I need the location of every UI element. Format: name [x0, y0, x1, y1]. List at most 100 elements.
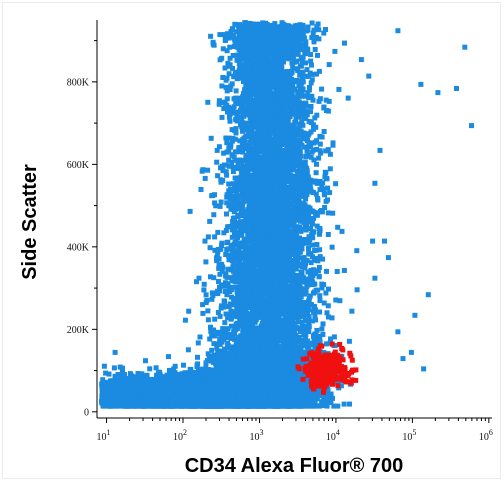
- data-point: [194, 364, 200, 369]
- data-point: [118, 393, 124, 399]
- data-point: [192, 403, 198, 409]
- data-point: [139, 402, 145, 408]
- data-point: [115, 372, 121, 377]
- data-point: [295, 383, 300, 389]
- data-point: [200, 392, 206, 398]
- data-point: [157, 402, 163, 408]
- data-point: [305, 388, 311, 394]
- data-point: [132, 377, 138, 383]
- data-point: [198, 374, 204, 380]
- data-point: [175, 382, 180, 388]
- data-point: [289, 390, 295, 396]
- data-point: [166, 381, 172, 387]
- data-point: [154, 393, 160, 399]
- data-point: [165, 394, 171, 400]
- data-point: [123, 402, 128, 408]
- data-point: [331, 403, 337, 409]
- data-point: [217, 397, 223, 403]
- data-point: [148, 391, 154, 397]
- data-point: [186, 386, 192, 392]
- data-point: [175, 387, 181, 393]
- data-point: [326, 395, 332, 400]
- data-point: [131, 403, 137, 409]
- data-point: [160, 394, 166, 400]
- data-point: [150, 403, 156, 409]
- data-point: [182, 317, 188, 323]
- data-point: [135, 371, 141, 376]
- data-point: [176, 378, 182, 384]
- data-point: [166, 391, 172, 397]
- data-point: [117, 390, 123, 396]
- data-point: [162, 374, 168, 380]
- data-point: [105, 388, 111, 394]
- data-point: [257, 403, 262, 409]
- data-point: [219, 403, 225, 409]
- data-point: [324, 403, 330, 409]
- data-point: [209, 347, 215, 353]
- data-point: [198, 403, 204, 409]
- data-point: [157, 374, 163, 380]
- data-point: [319, 401, 325, 407]
- data-point: [205, 386, 211, 391]
- data-point: [122, 378, 128, 384]
- data-point: [328, 391, 334, 397]
- data-point: [325, 387, 331, 393]
- data-point: [202, 386, 208, 392]
- data-point: [160, 397, 166, 403]
- data-point: [264, 383, 270, 389]
- data-point: [144, 399, 150, 405]
- data-point: [120, 369, 125, 375]
- data-point: [145, 383, 151, 388]
- data-point: [212, 396, 217, 402]
- data-point: [172, 382, 178, 388]
- data-point: [192, 380, 198, 386]
- data-point: [136, 382, 142, 388]
- data-point: [162, 379, 168, 385]
- figure-border: [2, 2, 501, 479]
- data-point: [215, 371, 221, 377]
- data-point: [149, 376, 155, 382]
- data-point: [169, 403, 175, 409]
- data-point: [245, 354, 251, 360]
- data-point: [300, 403, 306, 409]
- data-point: [229, 394, 235, 400]
- data-point: [109, 380, 115, 386]
- data-point: [115, 396, 121, 402]
- data-point: [128, 386, 134, 392]
- data-point: [303, 400, 308, 406]
- data-point: [305, 378, 311, 383]
- data-point: [295, 403, 300, 409]
- data-point: [187, 383, 193, 389]
- data-point: [150, 394, 155, 400]
- data-point: [119, 372, 125, 378]
- data-point: [187, 403, 193, 409]
- data-point: [300, 387, 306, 393]
- data-point: [117, 377, 123, 383]
- data-point: [104, 379, 110, 385]
- data-point: [247, 403, 253, 409]
- data-point: [326, 399, 332, 405]
- data-point: [223, 374, 229, 380]
- data-point: [209, 393, 214, 399]
- data-point: [225, 403, 231, 409]
- data-point: [152, 378, 158, 384]
- data-point: [127, 403, 133, 409]
- data-point: [147, 366, 153, 372]
- data-point: [207, 399, 213, 405]
- data-point: [242, 391, 248, 397]
- data-point: [105, 400, 111, 406]
- data-point: [125, 387, 131, 393]
- data-point: [341, 401, 347, 407]
- data-point: [225, 391, 231, 397]
- data-point: [126, 383, 132, 389]
- data-point: [202, 389, 208, 395]
- data-point: [192, 397, 198, 403]
- data-point: [230, 388, 236, 394]
- data-point: [262, 396, 268, 402]
- data-point: [289, 398, 295, 403]
- data-point: [106, 371, 112, 377]
- data-point: [147, 395, 153, 401]
- data-point: [250, 399, 256, 405]
- data-point: [209, 403, 215, 409]
- data-point: [180, 393, 186, 399]
